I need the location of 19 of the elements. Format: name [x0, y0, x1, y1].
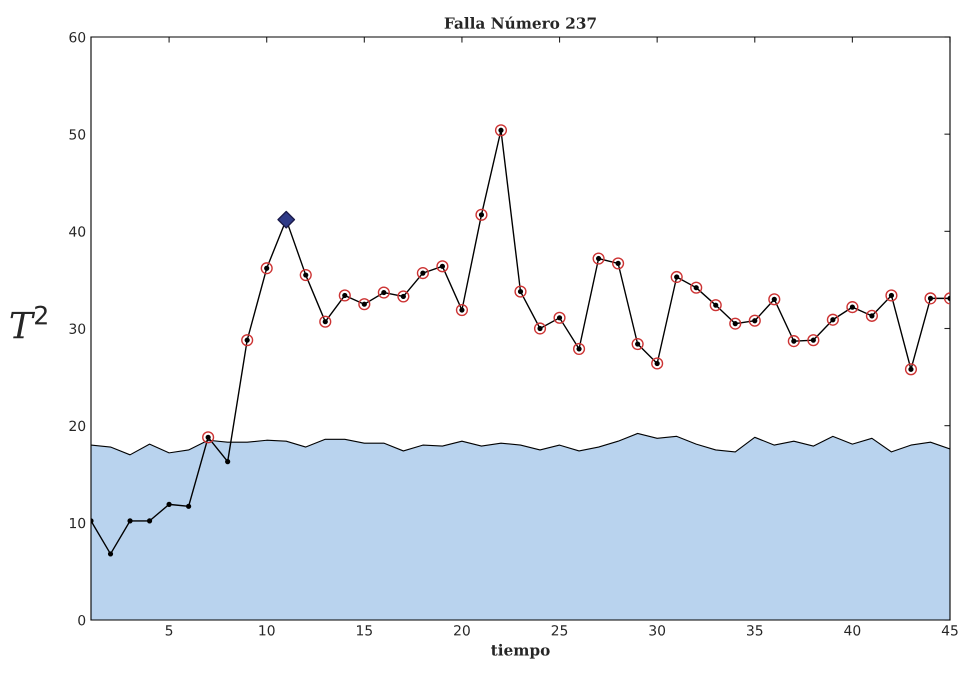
x-tick-label: 30 [649, 625, 666, 636]
x-tick-label: 25 [552, 625, 568, 636]
x-axis-title: tiempo [491, 644, 550, 659]
x-tick-label: 10 [259, 625, 275, 636]
y-tick-label: 40 [69, 226, 86, 237]
x-tick-label: 20 [454, 625, 470, 636]
y-axis-title: T$^{2}$ [10, 306, 47, 338]
y-tick-label: 20 [69, 420, 86, 432]
chart-title: Falla Número 237 [444, 16, 596, 29]
y-tick-label: 30 [70, 323, 86, 334]
x-tick-label: 35 [746, 625, 762, 636]
x-tick-label: 45 [942, 625, 958, 636]
x-tick-label: 5 [166, 625, 172, 636]
y-tick-label: 60 [69, 32, 86, 42]
y-tick-label: 0 [78, 614, 86, 626]
y-tick-label: 10 [70, 518, 86, 528]
x-tick-label: 40 [844, 625, 860, 636]
y-tick-label: 50 [70, 129, 86, 140]
x-tick-label: 15 [357, 625, 372, 636]
